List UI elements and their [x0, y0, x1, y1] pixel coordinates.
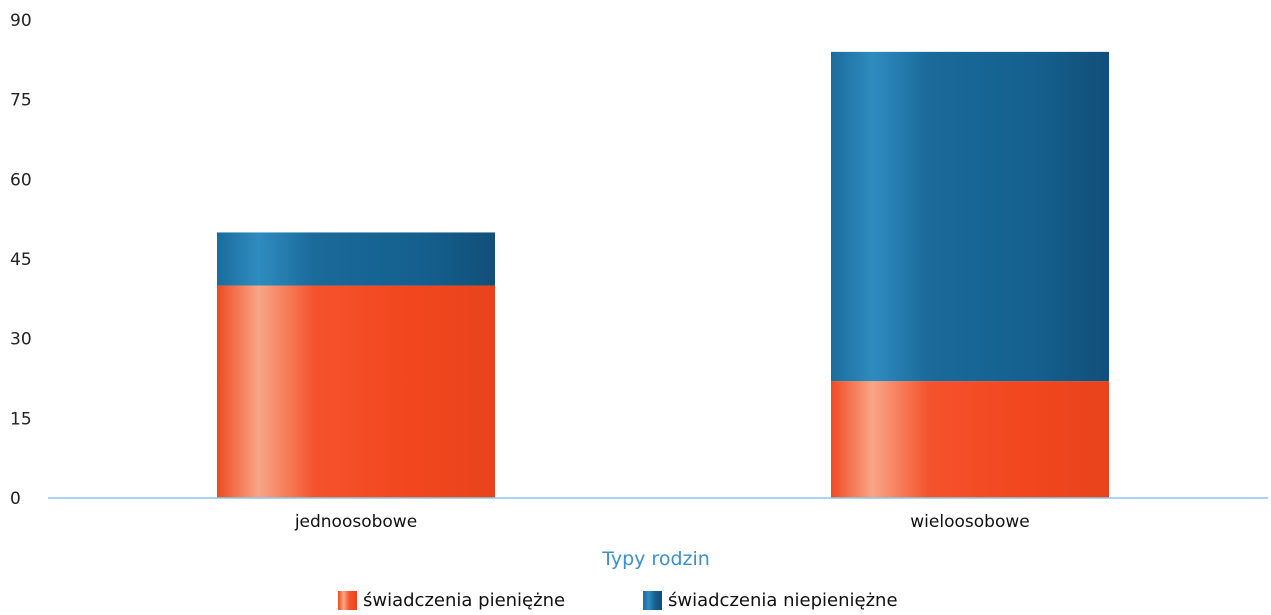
bar-wieloosobowe-series-1: [831, 51, 1109, 382]
y-tick-label: 75: [10, 91, 32, 111]
x-axis-title: Typy rodzin: [601, 548, 710, 570]
legend-label-noncash: świadczenia niepieniężne: [668, 590, 898, 611]
bar-wieloosobowe-series-0: [831, 381, 1109, 498]
y-tick-label: 45: [10, 250, 32, 270]
y-tick-label: 30: [10, 330, 32, 350]
legend-swatch-noncash: [643, 591, 662, 610]
bars-group: [217, 51, 1109, 498]
legend-item-cash: świadczenia pieniężne: [338, 590, 565, 611]
legend-label-cash: świadczenia pieniężne: [363, 590, 566, 611]
y-tick-label: 90: [10, 11, 32, 31]
y-tick-label: 60: [10, 170, 32, 190]
y-tick-label: 15: [10, 409, 32, 429]
legend: świadczenia pieniężne świadczenia niepie…: [0, 590, 1271, 614]
x-category-label: wieloosobowe: [910, 512, 1029, 532]
x-category-label: jednoosobowe: [294, 512, 417, 532]
y-axis-ticks: 0 15 30 45 60 75 90: [10, 11, 32, 509]
stacked-bar-chart: 0 15 30 45 60 75 90 jednoosobowe wieloosobowe T…: [10, 11, 1268, 570]
bar-jednoosobowe-series-0: [217, 285, 495, 498]
bar-jednoosobowe-series-1: [217, 232, 495, 286]
legend-item-noncash: świadczenia niepieniężne: [643, 590, 898, 611]
x-axis-categories: jednoosobowe wieloosobowe: [294, 512, 1030, 532]
legend-swatch-cash: [338, 591, 357, 610]
y-tick-label: 0: [10, 489, 21, 509]
